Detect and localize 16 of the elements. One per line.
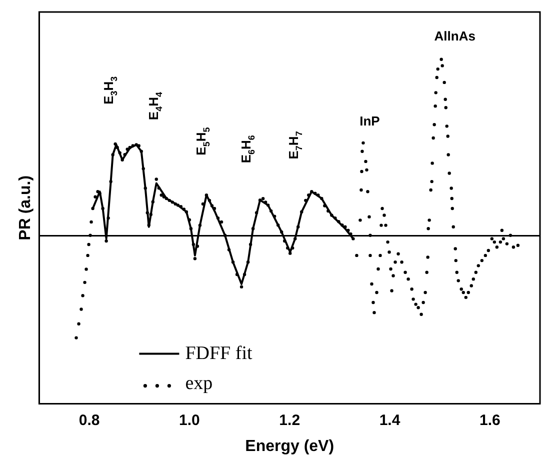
x-tick-label: 1.4 (379, 412, 401, 429)
annotation: E4H4 (146, 92, 164, 120)
x-tick-label: 1.2 (279, 412, 300, 429)
legend-label: exp (185, 372, 213, 394)
y-axis-title: PR (a.u.) (17, 175, 34, 240)
annotation: E7H7 (286, 131, 304, 160)
text: AllnAs (434, 28, 476, 44)
x-axis-title: Energy (eV) (245, 438, 334, 455)
annotation: E6H6 (238, 135, 257, 164)
annotation: InP (360, 113, 380, 128)
annotation: E3H3 (100, 76, 119, 104)
legend-label: FDFF fit (185, 342, 253, 364)
x-tick-label: 0.8 (78, 412, 100, 429)
annotation: E5H5 (194, 127, 212, 156)
x-tick-label: 1.6 (479, 412, 500, 429)
x-tick-label: 1.0 (179, 412, 200, 429)
